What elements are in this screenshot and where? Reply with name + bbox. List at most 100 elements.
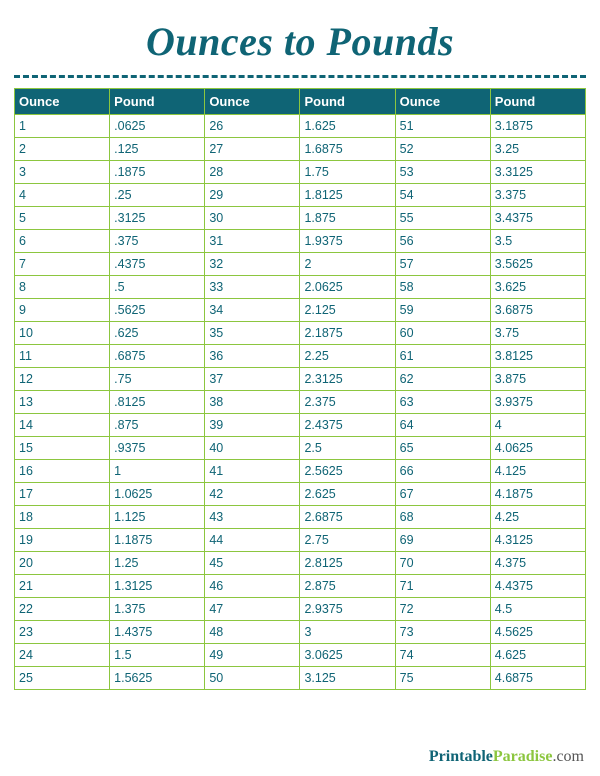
table-cell: 1.125 xyxy=(110,506,205,529)
table-cell: 2.625 xyxy=(300,483,395,506)
table-cell: 47 xyxy=(205,598,300,621)
table-column-header: Ounce xyxy=(205,89,300,115)
table-cell: 2.1875 xyxy=(300,322,395,345)
table-cell: .4375 xyxy=(110,253,205,276)
table-cell: 49 xyxy=(205,644,300,667)
table-cell: 1 xyxy=(15,115,110,138)
table-cell: .6875 xyxy=(110,345,205,368)
table-cell: .5625 xyxy=(110,299,205,322)
table-cell: 22 xyxy=(15,598,110,621)
table-body: 1.0625261.625513.18752.125271.6875523.25… xyxy=(15,115,586,690)
table-cell: 4.3125 xyxy=(490,529,585,552)
table-cell: 61 xyxy=(395,345,490,368)
table-cell: 75 xyxy=(395,667,490,690)
table-cell: 3.6875 xyxy=(490,299,585,322)
table-cell: 3.5 xyxy=(490,230,585,253)
table-cell: 6 xyxy=(15,230,110,253)
table-cell: 4.5 xyxy=(490,598,585,621)
table-cell: 72 xyxy=(395,598,490,621)
table-row: 191.1875442.75694.3125 xyxy=(15,529,586,552)
table-cell: 3.8125 xyxy=(490,345,585,368)
table-cell: 2.8125 xyxy=(300,552,395,575)
table-cell: 44 xyxy=(205,529,300,552)
table-cell: 3.125 xyxy=(300,667,395,690)
conversion-table: OuncePoundOuncePoundOuncePound 1.0625261… xyxy=(14,88,586,690)
table-cell: 73 xyxy=(395,621,490,644)
table-cell: 12 xyxy=(15,368,110,391)
table-cell: 19 xyxy=(15,529,110,552)
table-cell: 3.4375 xyxy=(490,207,585,230)
table-cell: 31 xyxy=(205,230,300,253)
table-cell: 2.75 xyxy=(300,529,395,552)
table-column-header: Ounce xyxy=(15,89,110,115)
table-row: 221.375472.9375724.5 xyxy=(15,598,586,621)
table-cell: 1.8125 xyxy=(300,184,395,207)
table-cell: 46 xyxy=(205,575,300,598)
table-cell: .625 xyxy=(110,322,205,345)
table-cell: 3.3125 xyxy=(490,161,585,184)
table-row: 1.0625261.625513.1875 xyxy=(15,115,586,138)
table-row: 161412.5625664.125 xyxy=(15,460,586,483)
table-cell: 59 xyxy=(395,299,490,322)
footer-text-a: Printable xyxy=(429,748,493,765)
table-cell: 35 xyxy=(205,322,300,345)
table-cell: 51 xyxy=(395,115,490,138)
table-row: 9.5625342.125593.6875 xyxy=(15,299,586,322)
table-cell: 2.5625 xyxy=(300,460,395,483)
table-cell: 4.375 xyxy=(490,552,585,575)
table-column-header: Pound xyxy=(110,89,205,115)
table-cell: 20 xyxy=(15,552,110,575)
table-cell: .875 xyxy=(110,414,205,437)
table-column-header: Pound xyxy=(490,89,585,115)
table-cell: 18 xyxy=(15,506,110,529)
table-cell: 28 xyxy=(205,161,300,184)
table-cell: 50 xyxy=(205,667,300,690)
table-cell: 2.375 xyxy=(300,391,395,414)
footer-text-c: .com xyxy=(552,748,584,765)
table-cell: 1.375 xyxy=(110,598,205,621)
table-cell: 1.875 xyxy=(300,207,395,230)
table-cell: 4.4375 xyxy=(490,575,585,598)
table-cell: 38 xyxy=(205,391,300,414)
table-cell: 1.5 xyxy=(110,644,205,667)
table-row: 211.3125462.875714.4375 xyxy=(15,575,586,598)
table-column-header: Pound xyxy=(300,89,395,115)
table-cell: 7 xyxy=(15,253,110,276)
table-cell: 1.9375 xyxy=(300,230,395,253)
table-row: 11.6875362.25613.8125 xyxy=(15,345,586,368)
table-cell: 1.0625 xyxy=(110,483,205,506)
table-cell: 1.625 xyxy=(300,115,395,138)
table-cell: 26 xyxy=(205,115,300,138)
table-cell: 3.875 xyxy=(490,368,585,391)
table-row: 8.5332.0625583.625 xyxy=(15,276,586,299)
table-cell: 64 xyxy=(395,414,490,437)
table-row: 201.25452.8125704.375 xyxy=(15,552,586,575)
table-cell: 33 xyxy=(205,276,300,299)
table-cell: 53 xyxy=(395,161,490,184)
table-cell: 32 xyxy=(205,253,300,276)
table-cell: 2 xyxy=(300,253,395,276)
table-cell: 1.75 xyxy=(300,161,395,184)
table-cell: 1.6875 xyxy=(300,138,395,161)
table-cell: 3 xyxy=(15,161,110,184)
table-cell: 17 xyxy=(15,483,110,506)
table-cell: .9375 xyxy=(110,437,205,460)
table-cell: 11 xyxy=(15,345,110,368)
table-cell: 1.4375 xyxy=(110,621,205,644)
table-cell: .8125 xyxy=(110,391,205,414)
table-cell: 4.25 xyxy=(490,506,585,529)
table-cell: 2.6875 xyxy=(300,506,395,529)
table-cell: 66 xyxy=(395,460,490,483)
table-cell: 3.1875 xyxy=(490,115,585,138)
table-cell: 4 xyxy=(15,184,110,207)
table-cell: 4.5625 xyxy=(490,621,585,644)
table-cell: 2 xyxy=(15,138,110,161)
table-cell: 3 xyxy=(300,621,395,644)
table-cell: .125 xyxy=(110,138,205,161)
table-cell: 3.0625 xyxy=(300,644,395,667)
table-row: 13.8125382.375633.9375 xyxy=(15,391,586,414)
table-cell: 4.625 xyxy=(490,644,585,667)
table-cell: 15 xyxy=(15,437,110,460)
table-column-header: Ounce xyxy=(395,89,490,115)
table-cell: 56 xyxy=(395,230,490,253)
